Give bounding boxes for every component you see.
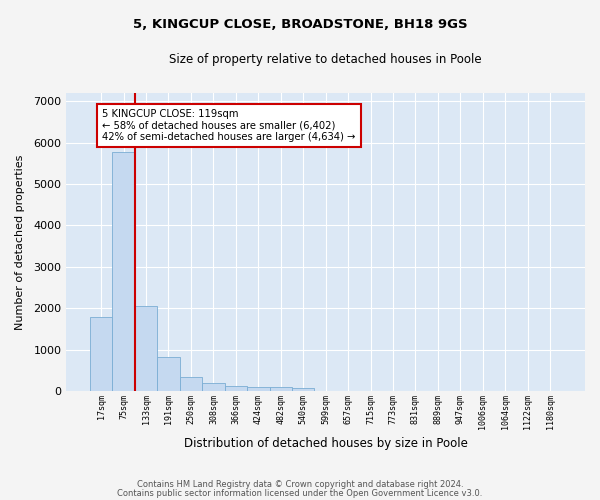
Bar — [247, 387, 269, 391]
Bar — [135, 306, 157, 391]
X-axis label: Distribution of detached houses by size in Poole: Distribution of detached houses by size … — [184, 437, 467, 450]
Bar — [202, 383, 224, 391]
Bar — [292, 388, 314, 391]
Text: Contains public sector information licensed under the Open Government Licence v3: Contains public sector information licen… — [118, 488, 482, 498]
Bar — [112, 152, 135, 391]
Y-axis label: Number of detached properties: Number of detached properties — [15, 154, 25, 330]
Bar — [90, 318, 112, 391]
Text: 5 KINGCUP CLOSE: 119sqm
← 58% of detached houses are smaller (6,402)
42% of semi: 5 KINGCUP CLOSE: 119sqm ← 58% of detache… — [102, 109, 356, 142]
Bar — [180, 377, 202, 391]
Bar — [224, 386, 247, 391]
Text: 5, KINGCUP CLOSE, BROADSTONE, BH18 9GS: 5, KINGCUP CLOSE, BROADSTONE, BH18 9GS — [133, 18, 467, 30]
Title: Size of property relative to detached houses in Poole: Size of property relative to detached ho… — [169, 52, 482, 66]
Bar — [269, 387, 292, 391]
Bar — [157, 357, 180, 391]
Text: Contains HM Land Registry data © Crown copyright and database right 2024.: Contains HM Land Registry data © Crown c… — [137, 480, 463, 489]
